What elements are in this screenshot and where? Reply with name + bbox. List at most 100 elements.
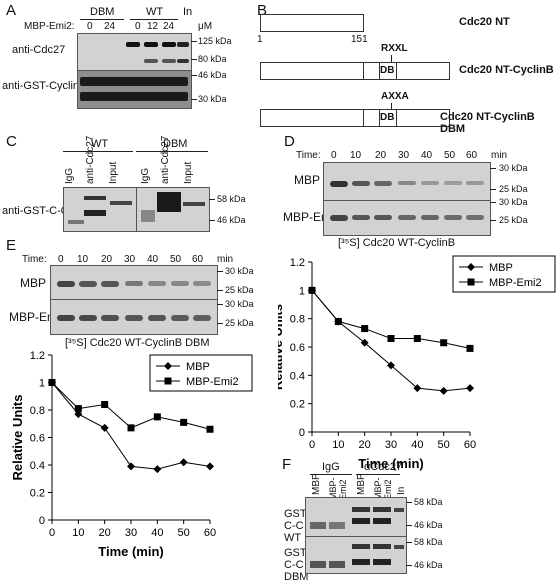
panel-c-blot-dbm	[136, 187, 210, 232]
panel-e-line-chart: 0 0.2 0.4 0.6 0.8 1 1.2 0 10 20 30 40 50 60 Time (min)…	[10, 350, 253, 559]
chart-e-x-axis-label: Time (min)	[98, 544, 164, 559]
panel-d-marker-3: 30 kDa	[499, 197, 528, 207]
panel-d-time-30: 30	[398, 150, 410, 161]
panel-b-motif-dbm: AXXA	[381, 91, 409, 102]
panel-e-letter: E	[6, 237, 17, 254]
panel-f-lane-5: In	[396, 486, 407, 495]
chart-e-x-tick-label: 30	[125, 527, 137, 539]
chart-d-legend-marker-2	[467, 278, 475, 286]
chart-d-point-2	[361, 325, 369, 333]
panel-a-header-in: In	[183, 6, 193, 18]
panel-f-letter: F	[282, 456, 292, 473]
chart-d-point-1	[466, 384, 474, 393]
panel-a-header-wt: WT	[146, 6, 164, 18]
chart-d-point-2	[440, 339, 448, 347]
chart-e-point-2	[74, 405, 82, 413]
chart-d-y-tick-label: 0.8	[290, 314, 305, 326]
panel-e-unit: min	[217, 254, 234, 265]
chart-d-legend-label-2: MBP-Emi2	[489, 277, 542, 289]
chart-d-x-tick-label: 30	[385, 439, 397, 451]
panel-d-unit: min	[491, 150, 508, 161]
panel-a-conc-2: 24	[104, 21, 116, 32]
panel-d-marker-4: 25 kDa	[499, 215, 528, 225]
panel-b-motif-wt: RXXL	[381, 43, 408, 54]
chart-e-point-2	[101, 401, 109, 408]
panel-c-lane-2: anti-Cdc27	[85, 135, 96, 184]
chart-e-legend	[149, 354, 253, 392]
panel-f-marker-1: 58 kDa	[414, 497, 443, 507]
chart-e-point-2	[206, 425, 214, 433]
panel-f-blot-dbm	[305, 536, 407, 574]
panel-f-marker-2: 46 kDa	[414, 520, 443, 530]
chart-e-x-tick-label: 0	[49, 527, 55, 539]
chart-e-x-tick-label: 60	[204, 527, 216, 539]
panel-e-marker-4: 25 kDa	[225, 318, 254, 328]
panel-d-blot-emi2	[323, 200, 491, 236]
panel-d-time-50: 50	[444, 150, 456, 161]
panel-a-header-dbm: DBM	[90, 6, 115, 18]
panel-e-marker-3: 30 kDa	[225, 299, 254, 309]
chart-e-y-tick-label: 0	[39, 515, 45, 527]
panel-c-lane-1: IgG	[64, 167, 75, 184]
chart-d-point-1	[360, 338, 369, 347]
panel-a-dbm-line	[80, 19, 124, 20]
panel-c-lane-3: Input	[108, 161, 119, 184]
panel-d-marker-1: 30 kDa	[499, 163, 528, 173]
panel-a-letter: A	[6, 2, 17, 19]
panel-b-nt-box	[260, 14, 364, 32]
panel-b-letter: B	[257, 2, 268, 19]
panel-d-marker-2: 25 kDa	[499, 184, 528, 194]
chart-e-legend-label-1: MBP	[186, 361, 210, 373]
panel-d-row1-label: MBP	[294, 173, 321, 187]
panel-b-nt-label: Cdc20 NT	[459, 16, 510, 28]
chart-d-x-tick-label: 20	[359, 439, 371, 451]
panel-a-conc-3: 0	[135, 21, 141, 32]
panel-e-time-20: 20	[101, 254, 113, 265]
chart-e-point-2	[153, 413, 161, 421]
panel-c-row-label: anti-GST-C-C	[2, 205, 69, 217]
panel-b-start: 1	[257, 34, 263, 45]
panel-c-marker-46: 46 kDa	[217, 215, 246, 225]
chart-e-y-axis-label: Relative Units	[10, 395, 25, 481]
panel-c-marker-58: 58 kDa	[217, 194, 246, 204]
chart-e-point-1	[206, 462, 214, 471]
chart-d-x-tick-label: 60	[464, 439, 476, 451]
chart-d-point-1	[413, 384, 422, 393]
chart-d-y-tick-label: 0	[299, 427, 305, 439]
chart-d-y-tick-label: 1.2	[290, 257, 305, 269]
chart-e-point-2	[180, 418, 188, 426]
chart-d-y-tick-label: 0.6	[290, 342, 305, 354]
panel-e-caption: [³⁵S] Cdc20 WT-CyclinB DBM	[65, 337, 210, 349]
panel-d-time-40: 40	[421, 150, 433, 161]
chart-d-y-tick-label: 0.2	[290, 399, 305, 411]
chart-e-y-tick-label: 0.6	[30, 433, 45, 445]
chart-d-point-2	[334, 318, 342, 325]
panel-b-wt-label: Cdc20 NT-CyclinB	[459, 64, 554, 76]
panel-c-letter: C	[6, 133, 17, 150]
chart-e-x-tick-label: 50	[178, 527, 190, 539]
panel-e-marker-2: 25 kDa	[225, 285, 254, 295]
chart-e-point-2	[127, 424, 135, 432]
chart-d-x-tick-label: 10	[332, 439, 344, 451]
panel-d-line-chart: 0 0.2 0.4 0.6 0.8 1 1.2 0 10 20 30 40 50 60 Time (min)…	[278, 255, 556, 471]
panel-f-group-acdc27: αCdc27	[364, 461, 403, 473]
panel-a-conc-1: 0	[87, 21, 93, 32]
chart-e-y-tick-label: 0.8	[30, 405, 45, 417]
chart-e-point-1	[100, 423, 109, 432]
panel-a-blot1-label: anti-Cdc27	[12, 44, 66, 56]
panel-a-blot2-label: anti-GST-CyclinB	[2, 80, 87, 92]
chart-e-point-1	[153, 465, 162, 474]
panel-d-time-10: 10	[350, 150, 362, 161]
chart-d-point-1	[387, 361, 395, 370]
panel-a-marker-80: 80 kDa	[198, 54, 227, 64]
panel-e-time-label: Time:	[22, 254, 47, 265]
panel-e-time-40: 40	[147, 254, 159, 265]
panel-a-conc-5: 24	[163, 21, 175, 32]
panel-e-blot-emi2	[50, 299, 218, 335]
chart-e-x-tick-label: 40	[151, 527, 163, 539]
panel-e-time-50: 50	[170, 254, 182, 265]
panel-f-marker-3: 58 kDa	[414, 537, 443, 547]
chart-e-legend-marker-1	[164, 362, 172, 370]
panel-e-time-0: 0	[58, 254, 64, 265]
panel-e-row1-label: MBP	[20, 276, 47, 290]
